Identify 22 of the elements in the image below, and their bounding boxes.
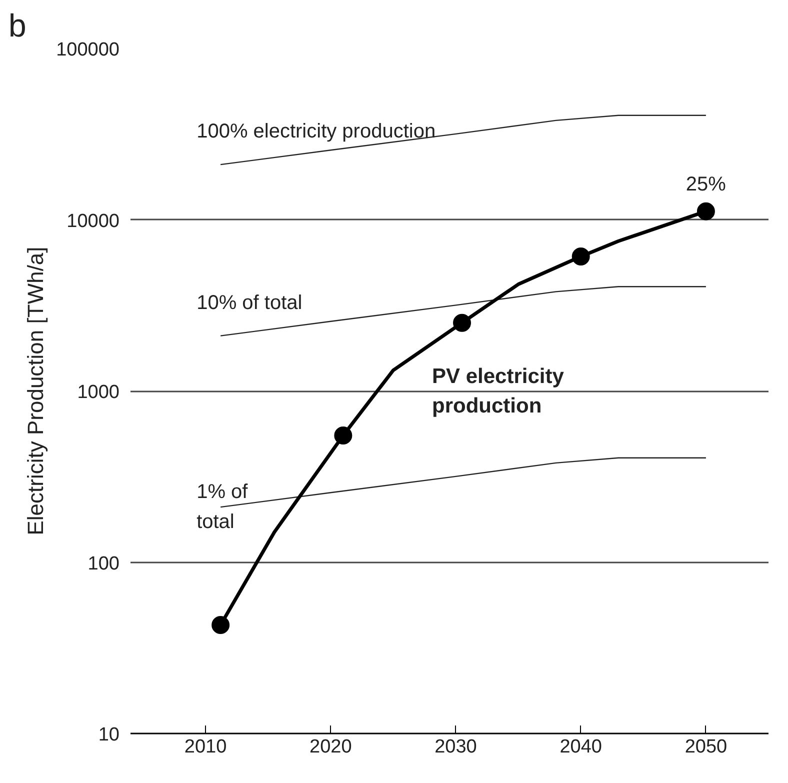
point xyxy=(334,426,352,444)
x-tick-label: 2040 xyxy=(560,736,602,758)
x-tick-label: 2020 xyxy=(310,736,352,758)
x-tick-label: 2010 xyxy=(184,736,227,758)
y-tick-label: 10000 xyxy=(66,210,120,232)
annotation: 25% xyxy=(686,173,726,196)
y-tick-label: 1000 xyxy=(77,382,120,403)
series-label: PV electricity production xyxy=(432,364,564,418)
point xyxy=(696,202,715,220)
y-tick-label: 100000 xyxy=(56,40,120,60)
y-tick-label: 100 xyxy=(88,553,120,574)
x-tick-label: 2050 xyxy=(684,736,728,758)
series-label: 1% of total xyxy=(196,481,248,533)
series-label: 10% of total xyxy=(196,292,302,314)
point xyxy=(212,616,230,634)
x-tick-label: 2030 xyxy=(434,736,477,758)
text: b xyxy=(8,8,26,44)
point xyxy=(453,314,472,332)
series-label: 100% electricity production xyxy=(196,120,436,143)
y-tick-label: 10 xyxy=(98,724,120,746)
y-axis-title: Electricity Production [TWh/a] xyxy=(23,246,48,536)
point xyxy=(572,248,590,266)
